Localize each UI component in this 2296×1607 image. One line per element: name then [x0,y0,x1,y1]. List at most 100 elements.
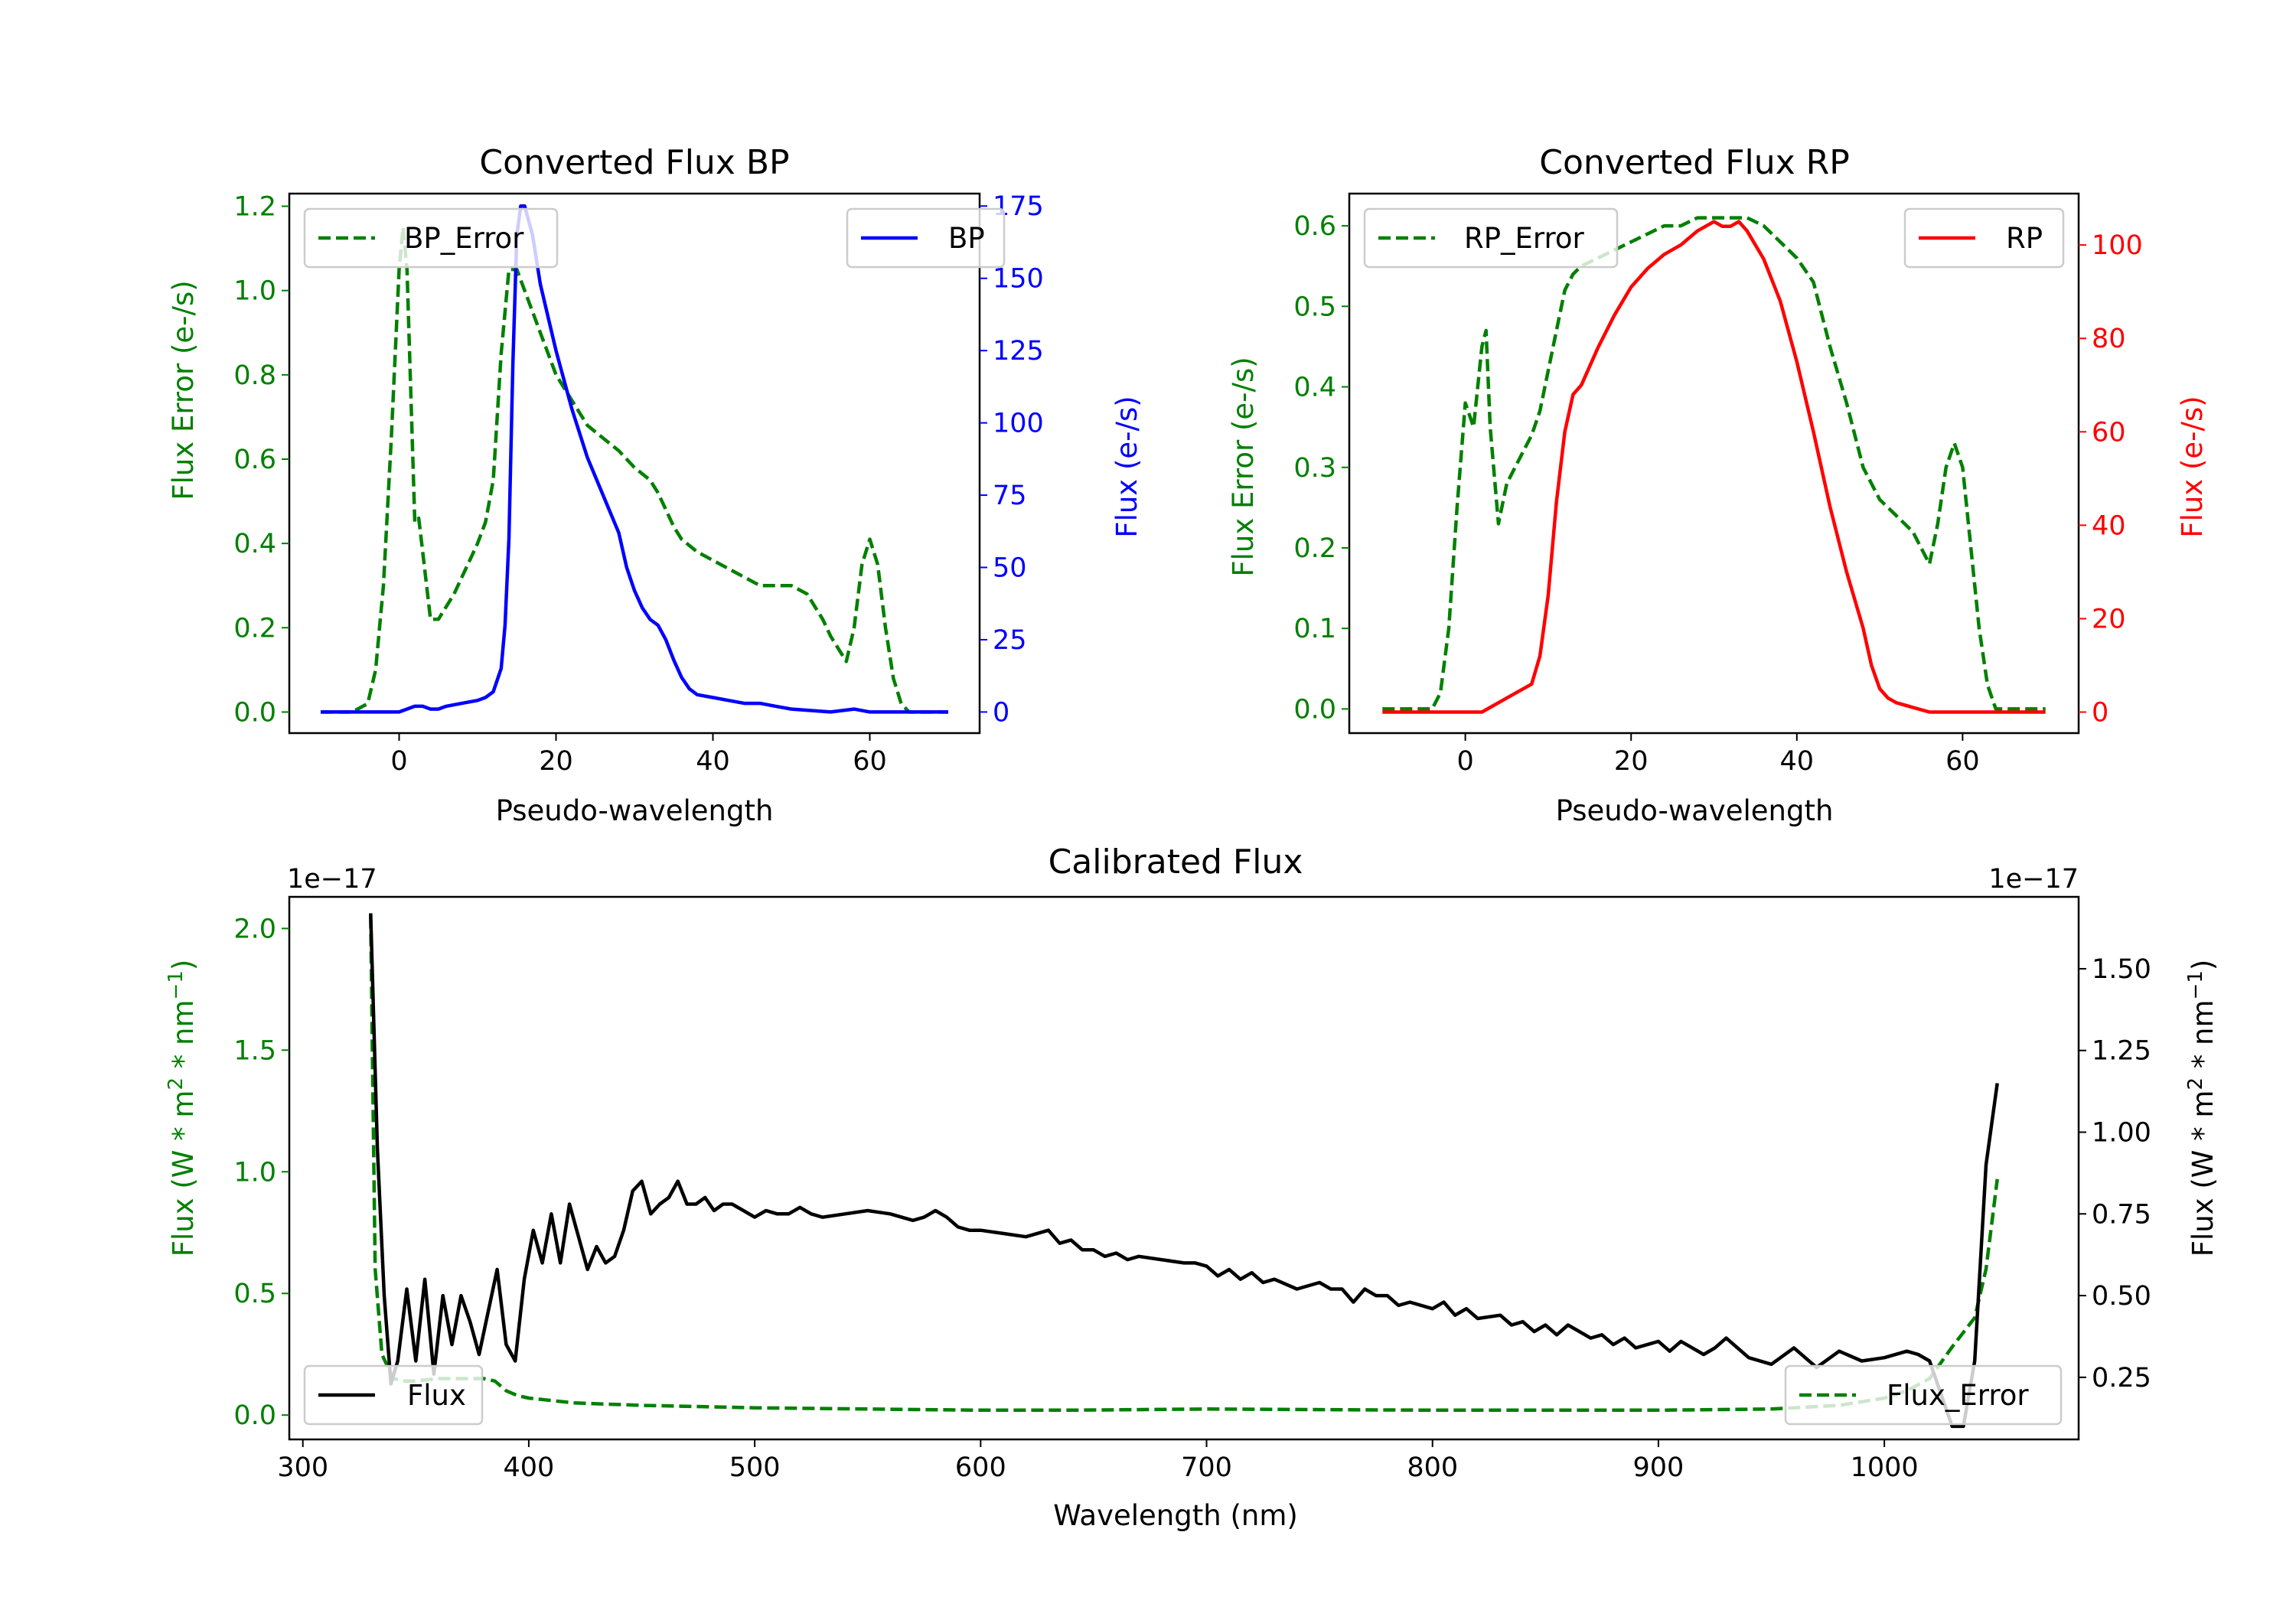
calibrated-left-y-tick-label: 0.0 [233,1400,276,1431]
calibrated-series-flux-line [369,913,1999,1429]
bp-error-legend-box [303,207,559,269]
rp-x-tick-label: 20 [1614,746,1649,777]
rp-right-y-tick-label: 20 [2092,604,2126,634]
bp-x-tick-label: 20 [539,746,573,777]
rp-left-y-tick-label: 0.0 [1293,694,1336,725]
calibrated-right-y-tick-label: 0.50 [2092,1281,2151,1312]
bp-x-axis-label: Pseudo-wavelength [496,794,774,827]
rp-x-tick-label: 40 [1780,746,1815,777]
calibrated-left-y-tick-label: 1.5 [233,1035,276,1066]
calibrated-right-y-tick-label: 0.75 [2092,1199,2151,1230]
rp-series-rp-error-line [1382,216,2046,711]
left-ylabel-part-3: ) [167,960,200,970]
calibrated-left-y-tick-label: 0.5 [233,1279,276,1309]
calibrated-series-flux-error-line [369,916,1999,1413]
rp-error-legend: RP_Error [1363,207,1619,269]
bp-right-y-tick-label: 0 [993,697,1009,728]
rp-series-rp-line [1382,220,2046,714]
rp-right-y-tick-label: 60 [2092,417,2126,448]
bp-x-tick-label: 40 [696,746,730,777]
plots-layer: 0 20 40 60 0.0 0.2 0.4 0.6 0.8 1.0 1.2 0 25 50 75 100 12… [233,191,2151,1483]
calibrated-axes-frame [288,895,2080,1441]
rp-right-y-tick-label: 40 [2092,510,2126,541]
bp-left-y-tick-label: 1.2 [233,192,276,223]
calibrated-x-tick-label: 1000 [1851,1452,1919,1483]
rp-x-tick-label: 0 [1456,746,1473,777]
calibrated-left-y-tick-label: 1.0 [233,1157,276,1188]
bp-legend-box [846,207,1006,269]
calibrated-right-offset-label: 1e−17 [1988,864,2079,895]
bp-plot-group: 0 20 40 60 0.0 0.2 0.4 0.6 0.8 1.0 1.2 0 25 50 75 100 12… [233,191,1043,777]
rp-legend-box [1903,207,2065,269]
right-ylabel-superscript-2: −1 [2184,970,2207,999]
calibrated-x-tick-label: 700 [1181,1452,1232,1483]
right-ylabel-part-1: Flux (W * m [2187,1090,2219,1257]
calibrated-x-tick-label: 300 [277,1452,328,1483]
rp-left-y-tick-label: 0.5 [1293,292,1336,322]
right-ylabel-part-3: ) [2187,960,2219,970]
bp-series-bp-line [321,204,948,714]
calibrated-right-y-tick-label: 1.50 [2092,954,2151,985]
bp-x-tick-label: 0 [390,746,407,777]
calibrated-right-y-tick-label: 0.25 [2092,1363,2151,1393]
bp-left-y-tick-label: 1.0 [233,276,276,307]
rp-left-y-tick-label: 0.2 [1293,533,1336,564]
calibrated-x-axis-label: Wavelength (nm) [1053,1499,1298,1532]
bp-right-y-axis-label: Flux (e-/s) [1110,396,1143,537]
flux-legend-label: Flux [407,1379,466,1412]
rp-right-y-tick-label: 100 [2092,230,2143,261]
calibrated-right-y-tick-label: 1.25 [2092,1036,2151,1067]
rp-left-y-axis-label: Flux Error (e-/s) [1227,357,1260,576]
flux-error-legend-box [1784,1364,2063,1426]
left-ylabel-superscript-2: −1 [165,970,188,999]
bp-axes-frame [288,192,981,735]
bp-legend-label: BP [948,222,985,255]
bp-legend: BP [846,207,1006,269]
calibrated-right-y-tick-label: 1.00 [2092,1118,2151,1149]
bp-series-bp-error-line [321,225,948,714]
calibrated-right-y-axis-label: Flux (W * m2 * nm−1) [2184,960,2219,1257]
bp-left-y-tick-label: 0.4 [233,529,276,559]
bp-chart-title: Converted Flux BP [479,143,789,182]
calibrated-left-y-tick-label: 2.0 [233,914,276,944]
flux-error-legend-label: Flux_Error [1887,1379,2029,1412]
calibrated-chart-title: Calibrated Flux [1049,843,1303,882]
rp-x-tick-label: 60 [1945,746,1980,777]
rp-axes-frame [1348,192,2080,735]
calibrated-plot-group: 300 400 500 600 700 800 900 1000 0.0 0.5 1.0 1.5 2.0… [233,895,2151,1483]
flux-legend-box [303,1364,484,1426]
flux-error-legend: Flux_Error [1784,1364,2063,1426]
rp-error-legend-label: RP_Error [1464,222,1584,255]
rp-chart-title: Converted Flux RP [1539,143,1850,182]
flux-legend: Flux [303,1364,484,1426]
bp-left-y-tick-label: 0.6 [233,445,276,475]
rp-right-y-tick-label: 0 [2092,698,2108,729]
calibrated-x-tick-label: 600 [955,1452,1006,1483]
calibrated-left-offset-label: 1e−17 [287,864,377,895]
rp-plot-group: 0 20 40 60 0.0 0.1 0.2 0.3 0.4 0.5 0.6 0 20 40 60 80 100 [1293,192,2143,777]
rp-legend: RP [1903,207,2065,269]
bp-right-y-tick-label: 75 [993,481,1027,511]
rp-left-y-tick-label: 0.4 [1293,373,1336,403]
bp-error-legend-label: BP_Error [404,222,524,255]
bp-x-tick-label: 60 [853,746,887,777]
bp-right-y-tick-label: 150 [993,264,1044,295]
right-ylabel-superscript-1: 2 [2184,1077,2207,1090]
bp-error-legend: BP_Error [303,207,559,269]
bp-right-y-tick-label: 25 [993,625,1027,656]
calibrated-x-tick-label: 500 [729,1452,781,1483]
rp-right-y-tick-label: 80 [2092,324,2126,354]
calibrated-left-y-axis-label: Flux (W * m2 * nm−1) [165,960,200,1257]
rp-error-legend-box [1363,207,1619,269]
rp-right-y-axis-label: Flux (e-/s) [2176,396,2209,537]
right-ylabel-part-2: * nm [2187,999,2219,1077]
rp-x-axis-label: Pseudo-wavelength [1556,794,1834,827]
calibrated-x-tick-label: 400 [504,1452,555,1483]
rp-legend-label: RP [2006,222,2043,255]
left-ylabel-superscript-1: 2 [165,1077,188,1090]
bp-right-y-tick-label: 125 [993,336,1044,367]
left-ylabel-part-1: Flux (W * m [167,1090,200,1257]
rp-left-y-tick-label: 0.1 [1293,614,1336,644]
bp-left-y-axis-label: Flux Error (e-/s) [167,280,200,500]
